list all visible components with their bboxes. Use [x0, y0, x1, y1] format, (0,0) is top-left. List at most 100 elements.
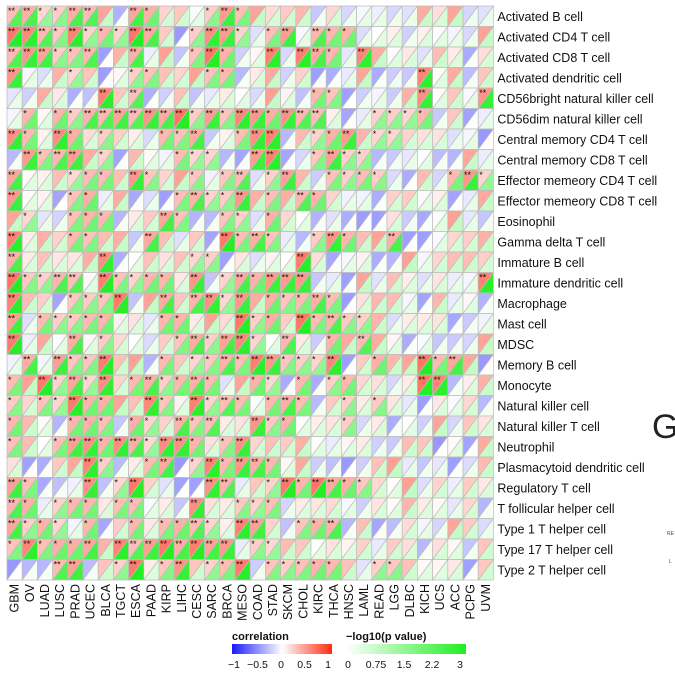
heatmap-cell — [401, 4, 419, 28]
column-label: KIRP — [160, 584, 174, 613]
heatmap-cell — [386, 312, 403, 336]
heatmap-cell — [6, 168, 23, 192]
heatmap-cell — [295, 455, 312, 479]
heatmap-cell — [6, 25, 23, 49]
column-label: ESCA — [129, 583, 143, 618]
heatmap-cell — [67, 189, 84, 213]
significance-star-mark: ** — [8, 252, 16, 262]
heatmap-cell — [371, 107, 388, 131]
heatmap-cell — [386, 537, 403, 561]
significance-star-mark: * — [69, 68, 73, 78]
heatmap-cell — [416, 148, 434, 172]
significance-star-mark: * — [84, 498, 88, 508]
significance-star-mark: ** — [297, 273, 305, 283]
significance-star-mark: ** — [190, 396, 198, 406]
heatmap-cell — [143, 496, 160, 520]
heatmap-cell — [6, 148, 23, 172]
significance-star-mark: * — [221, 211, 225, 221]
significance-star-mark: * — [69, 211, 73, 221]
heatmap-cell — [249, 189, 267, 213]
heatmap-cell — [82, 209, 99, 233]
significance-star-mark: * — [358, 478, 362, 488]
significance-star-mark: ** — [297, 109, 305, 119]
heatmap-cell — [97, 45, 115, 69]
heatmap-cell — [295, 332, 312, 356]
heatmap-cell — [386, 435, 403, 459]
significance-star-mark: * — [54, 27, 58, 37]
heatmap-cell — [325, 496, 343, 520]
significance-star-mark: * — [266, 396, 270, 406]
significance-star-mark: * — [327, 88, 331, 98]
heatmap-cell — [51, 250, 69, 274]
heatmap-cell — [67, 127, 84, 151]
significance-star-mark: * — [38, 539, 42, 549]
heatmap-cell — [158, 25, 175, 49]
heatmap-cell — [279, 148, 297, 172]
heatmap-cell — [340, 189, 358, 213]
significance-star-mark: * — [175, 191, 179, 201]
heatmap-cell — [51, 86, 69, 110]
row-label: Activated dendritic cell — [497, 71, 621, 85]
heatmap-cell — [371, 189, 388, 213]
heatmap-cell — [462, 230, 479, 254]
heatmap-cell — [477, 332, 495, 356]
significance-star-mark: ** — [145, 232, 153, 242]
heatmap-cell — [295, 312, 312, 336]
significance-star-mark: ** — [175, 560, 183, 570]
significance-star-mark: ** — [190, 539, 198, 549]
significance-star-mark: * — [175, 375, 179, 385]
heatmap-cell — [67, 250, 84, 274]
heatmap-cell — [295, 86, 312, 110]
heatmap-cell — [401, 45, 419, 69]
significance-star-mark: * — [190, 150, 194, 160]
heatmap-cell — [340, 250, 358, 274]
significance-star-mark: * — [54, 314, 58, 324]
pvalue-triangle — [477, 558, 494, 581]
heatmap-cell — [447, 435, 464, 459]
significance-star-mark: ** — [206, 27, 214, 37]
significance-star-mark: ** — [175, 416, 183, 426]
significance-star-mark: * — [266, 416, 270, 426]
significance-star-mark: ** — [8, 68, 16, 78]
heatmap-cell — [264, 209, 282, 233]
heatmap-cell — [173, 45, 191, 69]
significance-star-mark: * — [99, 314, 103, 324]
significance-star-mark: * — [175, 211, 179, 221]
heatmap-cell — [279, 209, 297, 233]
heatmap-cell — [264, 25, 282, 49]
heatmap-cell — [279, 86, 297, 110]
heatmap-cell — [143, 209, 160, 233]
heatmap-cell — [264, 66, 282, 90]
significance-star-mark: * — [358, 314, 362, 324]
significance-star-mark: ** — [206, 457, 214, 467]
significance-star-mark: * — [54, 375, 58, 385]
column-label: READ — [372, 584, 386, 619]
heatmap-cell — [112, 517, 130, 541]
heatmap-cell — [416, 414, 434, 438]
significance-star-mark: * — [99, 457, 103, 467]
heatmap-cell — [279, 66, 297, 90]
heatmap-cell — [447, 312, 464, 336]
heatmap-cell — [249, 66, 267, 90]
heatmap-cell — [6, 230, 23, 254]
pvalue-colorbar — [346, 644, 466, 654]
heatmap-cell — [371, 435, 388, 459]
significance-star-mark: * — [160, 314, 164, 324]
row-label: Immature B cell — [497, 256, 584, 270]
significance-star-mark: * — [84, 232, 88, 242]
significance-star-mark: ** — [206, 416, 214, 426]
heatmap-cell — [340, 66, 358, 90]
pvalue-tick-label: 3 — [457, 659, 463, 671]
heatmap-cell — [143, 558, 160, 582]
significance-star-mark: * — [190, 47, 194, 57]
heatmap-cell — [21, 517, 39, 541]
heatmap-cell — [21, 230, 39, 254]
significance-star-mark: ** — [251, 457, 259, 467]
heatmap-cell — [6, 332, 23, 356]
row-label: MDSC — [497, 338, 534, 352]
significance-star-mark: ** — [327, 150, 335, 160]
heatmap-cell — [203, 496, 221, 520]
heatmap-cell — [82, 66, 99, 90]
column-label: OV — [23, 583, 37, 602]
significance-star-mark: ** — [99, 109, 107, 119]
